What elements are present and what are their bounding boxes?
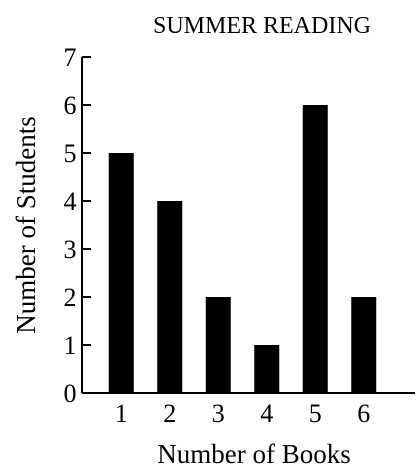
y-tick-label: 0 bbox=[64, 379, 77, 408]
y-tick-label: 5 bbox=[64, 139, 77, 168]
x-tick-label: 6 bbox=[357, 399, 370, 428]
bar-5 bbox=[302, 105, 328, 393]
y-axis-label: Number of Students bbox=[11, 116, 41, 333]
y-tick-label: 7 bbox=[64, 43, 77, 72]
bar-6 bbox=[351, 297, 377, 393]
bar-1 bbox=[108, 153, 134, 393]
x-tick-label: 3 bbox=[212, 399, 225, 428]
chart-title: SUMMER READING bbox=[153, 13, 371, 39]
bar-2 bbox=[157, 201, 183, 393]
y-tick-label: 6 bbox=[64, 91, 77, 120]
x-tick-label: 4 bbox=[260, 399, 273, 428]
y-tick-label: 1 bbox=[64, 331, 77, 360]
x-axis-label: Number of Books bbox=[157, 439, 350, 469]
y-tick-label: 4 bbox=[64, 187, 77, 216]
x-tick-label: 5 bbox=[309, 399, 322, 428]
bar-4 bbox=[254, 345, 280, 393]
y-tick-label: 2 bbox=[64, 283, 77, 312]
y-tick-label: 3 bbox=[64, 235, 77, 264]
bar-3 bbox=[205, 297, 231, 393]
bars bbox=[108, 105, 377, 393]
x-tick-label: 1 bbox=[115, 399, 128, 428]
tick-labels: 0 1 2 3 4 5 6 7 1 2 3 4 5 6 bbox=[64, 43, 371, 428]
x-tick-label: 2 bbox=[163, 399, 176, 428]
